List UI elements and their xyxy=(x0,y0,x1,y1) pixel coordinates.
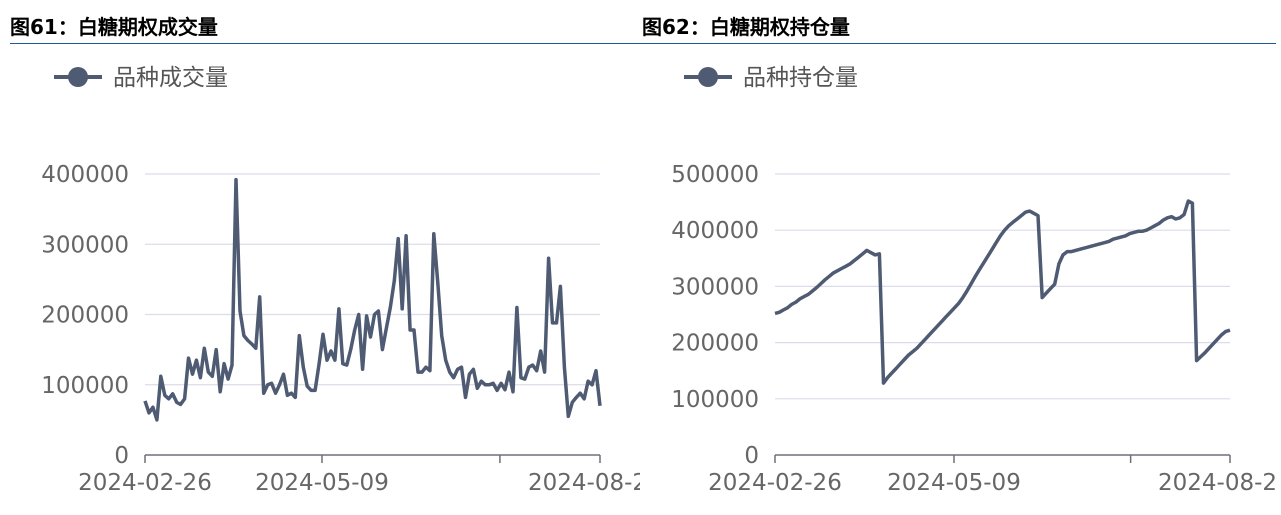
x-tick-label: 2024-02-26 xyxy=(78,470,212,496)
y-tick-label: 400000 xyxy=(41,162,129,188)
y-tick-label: 500000 xyxy=(671,162,759,188)
y-tick-label: 300000 xyxy=(41,232,129,258)
x-tick-label: 2024-08-2 xyxy=(1158,470,1277,496)
y-tick-label: 0 xyxy=(114,443,129,469)
gridlines xyxy=(145,173,600,386)
y-tick-label: 300000 xyxy=(671,274,759,300)
legend-circle-icon xyxy=(698,67,718,87)
axes xyxy=(774,454,1231,463)
volume-chart: 品种成交量 0 100000 200000 300000 400000 2024-02-2… xyxy=(41,65,640,496)
y-tick-label: 200000 xyxy=(671,331,759,357)
y-tick-label: 400000 xyxy=(671,218,759,244)
legend[interactable]: 品种成交量 xyxy=(54,65,228,91)
tick-labels: 0 100000 200000 300000 400000 2024-02-26 2024-… xyxy=(41,162,640,496)
y-tick-label: 0 xyxy=(744,443,759,469)
legend-label: 品种持仓量 xyxy=(743,65,858,91)
series-line xyxy=(774,199,1231,385)
y-tick-label: 100000 xyxy=(671,387,759,413)
legend-circle-icon xyxy=(68,67,88,87)
axes xyxy=(144,454,601,463)
title-divider xyxy=(10,43,1276,44)
series-line xyxy=(143,177,602,422)
open-interest-chart: 品种持仓量 0 100000 200000 300000 400000 500000 202… xyxy=(671,65,1277,496)
x-tick-label: 2024-05-09 xyxy=(255,470,389,496)
y-tick-label: 100000 xyxy=(41,373,129,399)
figure-title-right: 图62：白糖期权持仓量 xyxy=(642,15,850,39)
x-tick-label: 2024-02-26 xyxy=(708,470,842,496)
gridlines xyxy=(775,173,1230,400)
tick-labels: 0 100000 200000 300000 400000 500000 2024-02-2… xyxy=(671,162,1277,496)
legend[interactable]: 品种持仓量 xyxy=(684,65,858,91)
x-tick-label: 2024-08-2 xyxy=(528,470,640,496)
x-tick-label: 2024-05-09 xyxy=(887,470,1021,496)
figure-title-left: 图61：白糖期权成交量 xyxy=(10,15,218,39)
legend-label: 品种成交量 xyxy=(113,65,228,91)
y-tick-label: 200000 xyxy=(41,303,129,329)
